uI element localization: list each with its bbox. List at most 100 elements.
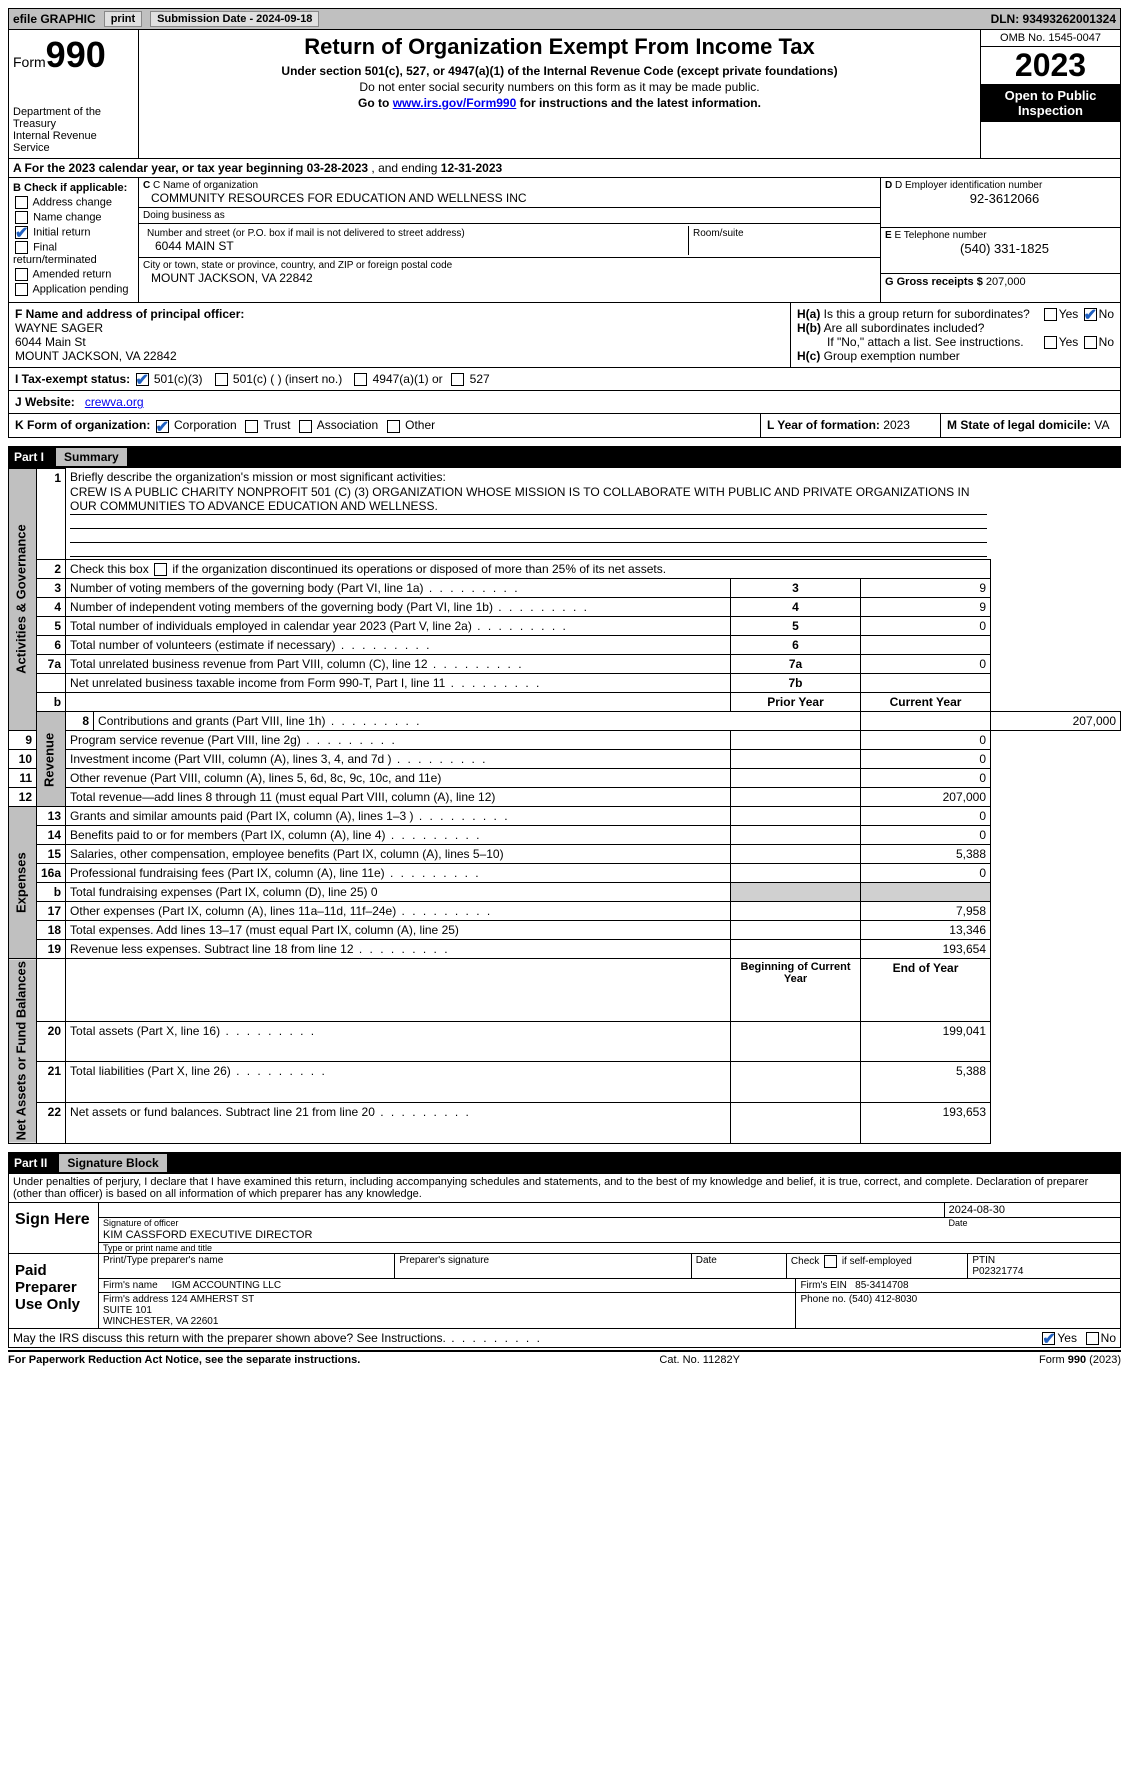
officer-name: WAYNE SAGER <box>15 321 784 335</box>
submission-date: Submission Date - 2024-09-18 <box>150 11 319 27</box>
chk-amended[interactable]: Amended return <box>13 268 134 281</box>
ptin-val: P02321774 <box>972 1266 1023 1277</box>
paid-preparer-label: Paid Preparer Use Only <box>9 1254 99 1328</box>
f-label: F Name and address of principal officer: <box>15 307 244 321</box>
open-inspection: Open to Public Inspection <box>981 84 1120 122</box>
efile-label: efile GRAPHIC <box>13 12 96 26</box>
chk-trust[interactable] <box>245 420 258 433</box>
sig-date: 2024-08-30 <box>944 1203 1120 1218</box>
b-label: B Check if applicable: <box>13 182 127 194</box>
form-number: 990 <box>46 34 106 75</box>
form-title: Return of Organization Exempt From Incom… <box>143 34 976 60</box>
top-bar: efile GRAPHIC print Submission Date - 20… <box>8 8 1121 30</box>
line16b-desc: Total fundraising expenses (Part IX, col… <box>66 883 731 902</box>
line10-desc: Investment income (Part VIII, column (A)… <box>66 750 731 769</box>
print-button[interactable]: print <box>104 11 142 27</box>
discuss-row: May the IRS discuss this return with the… <box>8 1329 1121 1348</box>
dept-treasury: Department of the Treasury <box>13 106 134 130</box>
city-state-zip: MOUNT JACKSON, VA 22842 <box>143 271 876 285</box>
line8-desc: Contributions and grants (Part VIII, lin… <box>94 712 861 731</box>
phone-cell: E E Telephone number (540) 331-1825 <box>881 228 1120 274</box>
line18-cy: 13,346 <box>861 921 991 940</box>
org-name: COMMUNITY RESOURCES FOR EDUCATION AND WE… <box>143 191 876 205</box>
line7b-desc: Net unrelated business taxable income fr… <box>66 674 731 693</box>
chk-corp[interactable] <box>156 420 169 433</box>
line11-cy: 0 <box>861 769 991 788</box>
chk-assoc[interactable] <box>299 420 312 433</box>
row-a-tax-year: A For the 2023 calendar year, or tax yea… <box>8 159 1121 178</box>
omb-number: OMB No. 1545-0047 <box>981 30 1120 47</box>
officer-city: MOUNT JACKSON, VA 22842 <box>15 349 784 363</box>
row-klm: K Form of organization: Corporation Trus… <box>8 414 1121 437</box>
line17-cy: 7,958 <box>861 902 991 921</box>
line5-val: 0 <box>861 617 991 636</box>
sign-here-label: Sign Here <box>9 1203 99 1253</box>
column-b-checkboxes: B Check if applicable: Address change Na… <box>9 178 139 302</box>
website-link[interactable]: crewva.org <box>85 395 144 409</box>
chk-501c3[interactable] <box>136 373 149 386</box>
line7b-val <box>861 674 991 693</box>
ein-cell: D D Employer identification number 92-36… <box>881 178 1120 228</box>
chk-discuss-yes[interactable] <box>1042 1332 1055 1345</box>
row-i: I Tax-exempt status: 501(c)(3) 501(c) ( … <box>8 368 1121 391</box>
year-formation: 2023 <box>883 418 910 432</box>
page-footer: For Paperwork Reduction Act Notice, see … <box>8 1350 1121 1368</box>
officer-street: 6044 Main St <box>15 335 784 349</box>
chk-final-return[interactable]: Final return/terminated <box>13 241 134 266</box>
perjury-declaration: Under penalties of perjury, I declare th… <box>8 1174 1121 1203</box>
goto-prefix: Go to <box>358 96 393 110</box>
line17-desc: Other expenses (Part IX, column (A), lin… <box>66 902 731 921</box>
chk-app-pending[interactable]: Application pending <box>13 283 134 296</box>
chk-501c[interactable] <box>215 373 228 386</box>
section-bcdeg: B Check if applicable: Address change Na… <box>8 178 1121 303</box>
cat-no: Cat. No. 11282Y <box>659 1354 740 1366</box>
irs-link[interactable]: www.irs.gov/Form990 <box>393 96 517 110</box>
line4-desc: Number of independent voting members of … <box>66 598 731 617</box>
line12-cy: 207,000 <box>861 788 991 807</box>
org-name-cell: C C Name of organization COMMUNITY RESOU… <box>139 178 880 208</box>
chk-address-change[interactable]: Address change <box>13 196 134 209</box>
chk-discuss-no[interactable] <box>1086 1332 1099 1345</box>
city-cell: City or town, state or province, country… <box>139 258 880 287</box>
pra-notice: For Paperwork Reduction Act Notice, see … <box>8 1354 360 1366</box>
part-1-table: Activities & Governance 1 Briefly descri… <box>8 468 1121 1144</box>
line14-cy: 0 <box>861 826 991 845</box>
form-header: Form990 Department of the Treasury Inter… <box>8 30 1121 159</box>
line3-desc: Number of voting members of the governin… <box>66 579 731 598</box>
part-1-header: Part I Summary <box>8 446 1121 468</box>
side-expenses: Expenses <box>9 807 37 959</box>
form-word: Form <box>13 54 46 70</box>
street-address: 6044 MAIN ST <box>147 239 684 253</box>
line5-desc: Total number of individuals employed in … <box>66 617 731 636</box>
chk-other[interactable] <box>387 420 400 433</box>
chk-527[interactable] <box>451 373 464 386</box>
row-j: J Website: crewva.org <box>8 391 1121 414</box>
tax-year: 2023 <box>981 47 1120 84</box>
line16a-cy: 0 <box>861 864 991 883</box>
current-year-hdr: Current Year <box>861 693 991 712</box>
line12-desc: Total revenue—add lines 8 through 11 (mu… <box>66 788 731 807</box>
chk-name-change[interactable]: Name change <box>13 211 134 224</box>
street-cell: Number and street (or P.O. box if mail i… <box>139 224 880 258</box>
line3-val: 9 <box>861 579 991 598</box>
dln: DLN: 93493262001324 <box>991 12 1116 26</box>
line7a-val: 0 <box>861 655 991 674</box>
side-revenue: Revenue <box>37 712 66 807</box>
line20-cy: 199,041 <box>861 1021 991 1062</box>
chk-self-employed[interactable] <box>824 1255 837 1268</box>
firm-name: IGM ACCOUNTING LLC <box>172 1280 281 1291</box>
chk-4947[interactable] <box>354 373 367 386</box>
chk-initial-return[interactable]: Initial return <box>13 226 134 239</box>
chk-discontinued[interactable] <box>154 563 167 576</box>
line19-desc: Revenue less expenses. Subtract line 18 … <box>66 940 731 959</box>
line11-desc: Other revenue (Part VIII, column (A), li… <box>66 769 731 788</box>
line8-cy: 207,000 <box>991 712 1121 731</box>
row-f-h: F Name and address of principal officer:… <box>8 303 1121 368</box>
mission-text: CREW IS A PUBLIC CHARITY NONPROFIT 501 (… <box>70 484 986 515</box>
line2: Check this box if the organization disco… <box>66 560 991 579</box>
line21-cy: 5,388 <box>861 1062 991 1103</box>
line13-desc: Grants and similar amounts paid (Part IX… <box>66 807 731 826</box>
h-a: H(a) Is this a group return for subordin… <box>797 307 1114 321</box>
line10-cy: 0 <box>861 750 991 769</box>
goto-suffix: for instructions and the latest informat… <box>516 96 761 110</box>
